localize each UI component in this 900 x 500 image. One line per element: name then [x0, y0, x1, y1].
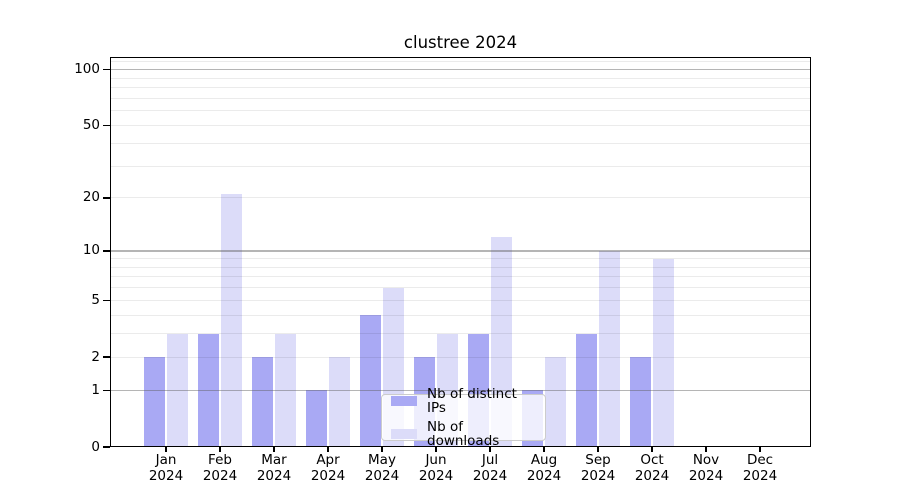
bar-downloads-apr — [329, 357, 350, 446]
x-tick-label-apr: Apr 2024 — [310, 452, 346, 484]
gridline-minor-80 — [111, 87, 810, 89]
y-tick-20 — [103, 197, 110, 199]
gridline-major-100 — [111, 68, 810, 71]
y-tick-label: 1 — [91, 381, 100, 398]
chart-legend: Nb of distinct IPs Nb of downloads — [381, 387, 546, 448]
gridline-minor-2 — [111, 356, 810, 358]
x-tick-jun — [435, 447, 437, 452]
legend-label-downloads: Nb of downloads — [427, 419, 500, 449]
gridline-minor-60 — [111, 110, 810, 112]
y-tick-1 — [103, 389, 110, 391]
bar-downloads-jul — [491, 237, 512, 446]
bar-ips-jan — [144, 357, 165, 446]
y-tick-50 — [103, 124, 110, 127]
legend-label-distinct-ips: Nb of distinct IPs — [427, 386, 517, 416]
gridline-minor-110 — [111, 61, 810, 63]
gridline-minor-90 — [111, 77, 810, 79]
gridline-minor-8 — [111, 266, 810, 268]
x-tick-label-nov: Nov 2024 — [688, 452, 724, 484]
x-tick-label-dec: Dec 2024 — [742, 452, 778, 484]
y-tick-label: 5 — [91, 291, 100, 308]
bar-downloads-feb — [221, 194, 242, 446]
y-tick-label: 10 — [82, 242, 100, 259]
y-tick-5 — [103, 299, 110, 302]
y-tick-10 — [103, 250, 110, 252]
bar-downloads-jan — [167, 333, 188, 446]
bar-downloads-aug — [545, 357, 566, 446]
x-tick-label-jan: Jan 2024 — [148, 452, 184, 484]
x-tick-oct — [651, 447, 653, 452]
bar-ips-may — [360, 315, 381, 446]
legend-swatch-distinct-ips — [391, 395, 417, 407]
bar-ips-feb — [198, 333, 219, 446]
x-tick-label-jun: Jun 2024 — [418, 452, 454, 484]
bar-downloads-sep — [599, 250, 620, 446]
gridline-minor-20 — [111, 197, 810, 199]
x-tick-jul — [489, 447, 491, 452]
x-tick-aug — [543, 447, 545, 452]
gridline-minor-3 — [111, 333, 810, 335]
y-tick-2 — [103, 356, 110, 358]
gridline-minor-50 — [111, 124, 810, 126]
y-tick-label: 100 — [74, 60, 100, 77]
x-tick-may — [381, 447, 383, 452]
x-tick-label-feb: Feb 2024 — [202, 452, 238, 484]
legend-row-distinct-ips: Nb of distinct IPs — [391, 387, 536, 415]
bar-ips-sep — [576, 333, 597, 446]
x-tick-apr — [327, 447, 329, 452]
x-tick-feb — [219, 447, 221, 452]
gridline-minor-9 — [111, 258, 810, 260]
gridline-minor-70 — [111, 97, 810, 99]
gridline-major-10 — [111, 250, 810, 252]
y-tick-label: 0 — [91, 438, 100, 455]
y-tick-0 — [103, 446, 110, 448]
x-tick-nov — [705, 447, 707, 452]
gridline-minor-6 — [111, 287, 810, 289]
gridline-minor-4 — [111, 314, 810, 316]
gridline-minor-5 — [111, 299, 810, 301]
x-tick-mar — [273, 447, 275, 452]
x-tick-dec — [759, 447, 761, 452]
gridline-minor-7 — [111, 276, 810, 278]
plot-area-frame — [110, 57, 811, 447]
x-tick-sep — [597, 447, 599, 452]
y-tick-label: 2 — [91, 348, 100, 365]
y-tick-label: 50 — [82, 116, 100, 133]
y-tick-100 — [103, 68, 110, 71]
bar-ips-mar — [252, 357, 273, 446]
x-tick-jan — [165, 447, 167, 452]
x-tick-label-may: May 2024 — [364, 452, 400, 484]
y-tick-label: 20 — [82, 189, 100, 206]
bar-ips-oct — [630, 357, 651, 446]
x-tick-label-mar: Mar 2024 — [256, 452, 292, 484]
legend-row-downloads: Nb of downloads — [391, 420, 536, 448]
x-tick-label-aug: Aug 2024 — [526, 452, 562, 484]
gridline-minor-30 — [111, 165, 810, 167]
x-tick-label-sep: Sep 2024 — [580, 452, 616, 484]
bar-ips-apr — [306, 390, 327, 446]
x-tick-label-jul: Jul 2024 — [472, 452, 508, 484]
gridline-major-1 — [111, 389, 810, 391]
gridline-minor-40 — [111, 142, 810, 144]
chart-title: clustree 2024 — [403, 33, 518, 52]
x-tick-label-oct: Oct 2024 — [634, 452, 670, 484]
bar-downloads-mar — [275, 333, 296, 446]
legend-swatch-downloads — [391, 428, 417, 440]
bar-downloads-oct — [653, 258, 674, 446]
